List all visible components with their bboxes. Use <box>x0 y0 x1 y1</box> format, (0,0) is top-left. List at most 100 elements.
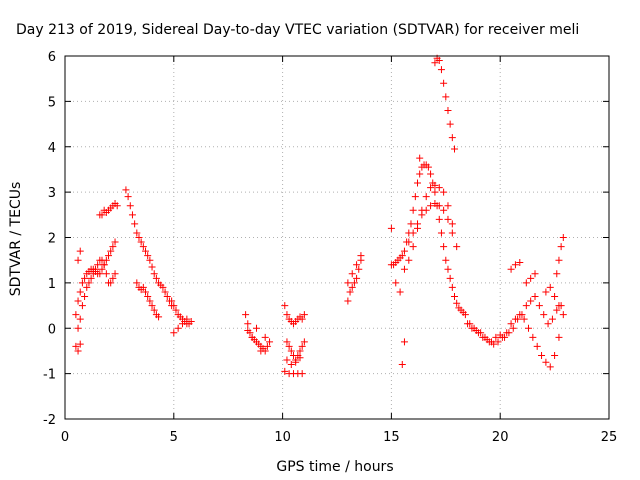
y-tick-label: 0 <box>48 322 56 337</box>
data-point <box>431 181 439 189</box>
data-point <box>553 306 561 314</box>
data-point <box>440 206 448 214</box>
data-point <box>287 347 295 355</box>
data-point <box>94 261 102 269</box>
data-point <box>72 342 80 350</box>
data-point <box>535 302 543 310</box>
data-point <box>89 270 97 278</box>
data-point <box>442 256 450 264</box>
data-point <box>285 342 293 350</box>
data-point <box>400 338 408 346</box>
data-point <box>252 324 260 332</box>
data-point <box>257 347 265 355</box>
data-point <box>511 261 519 269</box>
data-point <box>477 329 485 337</box>
data-point <box>348 283 356 291</box>
axis-ticks <box>64 55 610 420</box>
data-point <box>446 274 454 282</box>
data-point <box>344 279 352 287</box>
data-point <box>424 163 432 171</box>
data-point <box>187 317 195 325</box>
data-points <box>72 54 567 378</box>
data-point <box>468 324 476 332</box>
data-point <box>485 338 493 346</box>
data-point <box>461 311 469 319</box>
data-point <box>159 283 167 291</box>
data-point <box>261 333 269 341</box>
data-point <box>281 367 289 375</box>
data-point <box>507 265 515 273</box>
data-point <box>298 315 306 323</box>
data-point <box>437 229 445 237</box>
data-point <box>109 274 117 282</box>
data-point <box>481 333 489 341</box>
grid-lines <box>65 56 609 419</box>
data-point <box>83 283 91 291</box>
y-tick-label: 4 <box>48 141 56 156</box>
data-point <box>498 333 506 341</box>
data-point <box>422 206 430 214</box>
data-point <box>183 315 191 323</box>
data-point <box>292 358 300 366</box>
x-tick-label: 0 <box>61 430 69 445</box>
data-point <box>520 315 528 323</box>
data-point <box>555 302 563 310</box>
data-point <box>414 179 422 187</box>
data-point <box>427 170 435 178</box>
data-point <box>133 229 141 237</box>
data-point <box>76 247 84 255</box>
data-point <box>144 252 152 260</box>
data-point <box>396 288 404 296</box>
data-point <box>242 311 250 319</box>
data-point <box>392 279 400 287</box>
data-point <box>85 279 93 287</box>
data-point <box>551 292 559 300</box>
data-point <box>431 59 439 67</box>
data-point <box>300 338 308 346</box>
data-point <box>524 324 532 332</box>
data-point <box>464 320 472 328</box>
data-point <box>107 247 115 255</box>
data-point <box>76 315 84 323</box>
y-tick-label: 2 <box>48 232 56 247</box>
data-point <box>494 338 502 346</box>
data-point <box>96 270 104 278</box>
data-point <box>492 333 500 341</box>
data-point <box>427 202 435 210</box>
data-point <box>72 311 80 319</box>
data-point <box>555 333 563 341</box>
data-point <box>139 283 147 291</box>
data-point <box>111 238 119 246</box>
data-point <box>440 243 448 251</box>
data-point <box>546 283 554 291</box>
data-point <box>81 292 89 300</box>
data-point <box>244 320 252 328</box>
data-point <box>416 170 424 178</box>
data-point <box>150 306 158 314</box>
data-point <box>435 202 443 210</box>
data-point <box>144 292 152 300</box>
data-point <box>350 279 358 287</box>
data-point <box>448 229 456 237</box>
data-point <box>538 351 546 359</box>
data-point <box>446 120 454 128</box>
data-point <box>542 288 550 296</box>
data-point <box>400 265 408 273</box>
data-point <box>444 106 452 114</box>
data-point <box>78 279 86 287</box>
data-point <box>453 243 461 251</box>
data-point <box>422 193 430 201</box>
data-point <box>152 274 160 282</box>
data-point <box>283 338 291 346</box>
data-point <box>409 229 417 237</box>
data-point <box>113 202 121 210</box>
data-point <box>546 363 554 371</box>
data-point <box>448 283 456 291</box>
x-tick-label: 15 <box>383 430 400 445</box>
data-point <box>442 93 450 101</box>
data-point <box>531 292 539 300</box>
data-point <box>453 299 461 307</box>
data-point <box>296 354 304 362</box>
y-tick-label: 6 <box>48 50 56 65</box>
